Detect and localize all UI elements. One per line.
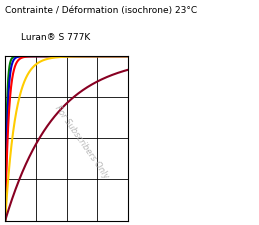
Text: Contrainte / Déformation (isochrone) 23°C: Contrainte / Déformation (isochrone) 23°…: [5, 6, 197, 15]
Text: Luran® S 777K: Luran® S 777K: [21, 33, 90, 42]
Text: For Subscribers Only: For Subscribers Only: [53, 103, 110, 180]
